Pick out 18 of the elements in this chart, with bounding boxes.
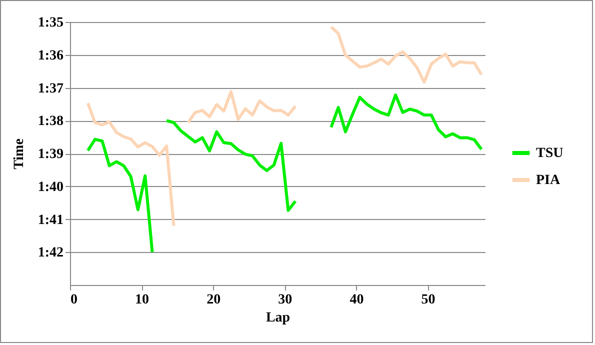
x-axis-title: Lap [266, 310, 290, 326]
y-tick-label: 1:42 [38, 246, 64, 261]
y-tick-label: 1:40 [38, 180, 64, 195]
y-tick-label: 1:37 [38, 81, 64, 96]
y-tick-label: 1:41 [38, 212, 64, 228]
x-tick-label: 40 [350, 292, 364, 308]
x-tick-label: 30 [278, 292, 292, 308]
x-tick-label: 10 [135, 292, 150, 308]
y-tick-label: 1:35 [38, 16, 64, 30]
y-tick-label: 1:38 [38, 114, 64, 130]
legend-label: PIA [536, 173, 561, 188]
y-tick-label: 1:36 [38, 48, 64, 64]
y-axis-title: Time [12, 138, 27, 170]
legend-label: TSU [536, 146, 564, 161]
x-tick-label: 50 [421, 292, 436, 308]
y-tick-label: 1:39 [38, 147, 64, 162]
x-tick-label: 0 [70, 292, 78, 308]
x-tick-label: 20 [206, 292, 221, 308]
